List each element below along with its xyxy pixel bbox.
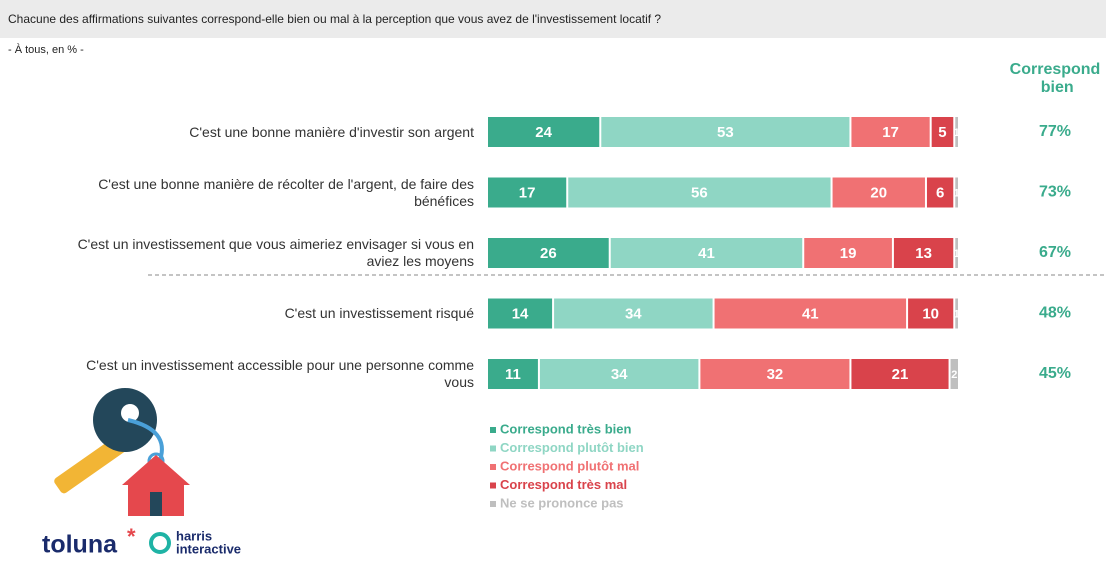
chart-title: Chacune des affirmations suivantes corre…: [8, 12, 661, 26]
bar-segment: [714, 298, 907, 329]
net-title: Correspond bien: [1010, 61, 1101, 96]
bar-segment: [601, 117, 850, 147]
value-label: 34: [611, 366, 628, 383]
legend-swatch: [490, 482, 496, 489]
value-label: 11: [505, 366, 521, 383]
bar-segment: [950, 359, 958, 389]
partner-logo-sub: interactive: [176, 541, 241, 556]
legend-label: Correspond plutôt bien: [500, 440, 644, 455]
partner-logo: harris: [176, 528, 212, 543]
legend-swatch: [490, 445, 496, 452]
value-label: 21: [892, 366, 909, 383]
bar-segment: [488, 238, 609, 268]
value-label: 5: [938, 124, 946, 141]
value-label: 6: [936, 184, 944, 201]
bar-segment: [488, 117, 600, 147]
bar-segment: [832, 177, 925, 208]
bar-segment: [610, 238, 803, 268]
net-value: 67%: [1039, 244, 1071, 261]
legend-swatch: [490, 501, 496, 507]
bar-segment: [955, 177, 958, 208]
net-value: 45%: [1039, 365, 1071, 382]
value-label: 53: [717, 124, 734, 141]
category-label: C'est un investissement risqué: [284, 305, 474, 321]
bar-segment: [955, 117, 958, 147]
category-label: C'est une bonne manière de récolter de l…: [98, 175, 474, 209]
value-label: 34: [625, 305, 642, 322]
value-label: 13: [915, 245, 932, 262]
legend-swatch: [490, 464, 496, 470]
category-label: C'est un investissement que vous aimerie…: [77, 236, 474, 269]
value-label: 2: [951, 369, 957, 381]
bar-segment: [539, 359, 699, 389]
legend-label: Correspond très mal: [500, 477, 627, 492]
value-label: 1: [954, 187, 960, 199]
header-band: [0, 0, 1106, 38]
value-label: 10: [922, 305, 939, 322]
bar-segment: [488, 177, 567, 208]
value-label: 24: [535, 124, 552, 141]
bar-segment: [851, 117, 930, 147]
value-label: 1: [954, 127, 960, 139]
value-label: 19: [840, 245, 857, 262]
value-label: 1: [954, 248, 960, 260]
bar-segment: [908, 298, 954, 329]
bar-segment: [554, 298, 713, 329]
bar-segment: [488, 298, 553, 329]
value-label: 17: [519, 184, 536, 201]
partner-logo-mark: [149, 532, 171, 554]
brand-asterisk: *: [127, 524, 136, 549]
value-label: 56: [691, 184, 708, 201]
bar-segment: [955, 238, 958, 268]
bar-segment: [893, 238, 954, 268]
value-label: 17: [882, 124, 899, 141]
value-label: 32: [767, 366, 784, 383]
net-value: 73%: [1039, 184, 1071, 201]
net-value: 48%: [1039, 305, 1071, 322]
legend-label: Ne se prononce pas: [500, 495, 624, 510]
value-label: 20: [870, 184, 887, 201]
category-label: C'est une bonne manière d'investir son a…: [189, 123, 474, 140]
legend-label: Correspond très bien: [500, 421, 632, 436]
value-label: 1: [954, 308, 960, 320]
bar-segment: [568, 177, 831, 208]
bar-segment: [804, 238, 892, 268]
value-label: 41: [802, 305, 819, 322]
subtitle: - À tous, en % -: [8, 43, 84, 56]
value-label: 14: [512, 305, 529, 322]
value-label: 41: [698, 245, 715, 262]
bar-segment: [700, 359, 850, 389]
bar-segment: [931, 117, 954, 147]
value-label: 26: [540, 245, 557, 262]
category-label: C'est un investissement accessible pour …: [86, 357, 474, 390]
keys-icon: [54, 388, 190, 516]
legend-label: Correspond plutôt mal: [500, 458, 639, 473]
brand-logo: toluna: [42, 531, 118, 559]
bar-segment: [488, 359, 538, 389]
bar-segment: [926, 177, 954, 208]
bar-segment: [955, 298, 958, 329]
bar-segment: [851, 359, 949, 389]
legend-swatch: [490, 427, 496, 433]
net-value: 77%: [1039, 123, 1071, 140]
